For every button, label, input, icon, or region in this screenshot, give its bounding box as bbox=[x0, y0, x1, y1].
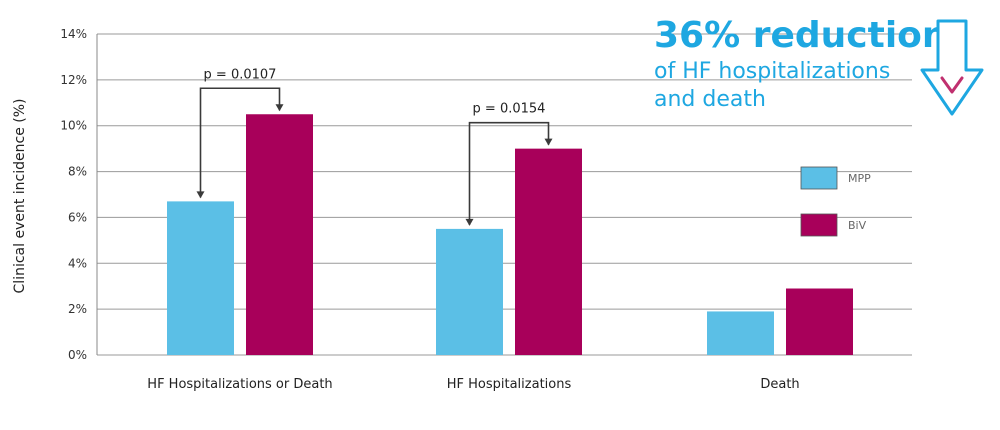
y-axis-label: Clinical event incidence (%) bbox=[12, 99, 28, 294]
y-tick-label: 2% bbox=[68, 302, 87, 316]
y-tick-label: 0% bbox=[68, 348, 87, 362]
x-category-label: HF Hospitalizations or Death bbox=[147, 377, 332, 392]
y-tick-label: 6% bbox=[68, 210, 87, 224]
bar-biv bbox=[786, 288, 853, 355]
bracket-arrowhead bbox=[275, 104, 284, 112]
p-value-bracket bbox=[199, 87, 281, 198]
bar-mpp bbox=[707, 311, 774, 355]
legend-label: BiV bbox=[848, 219, 867, 232]
p-value-label: p = 0.0107 bbox=[204, 67, 277, 82]
axes: 0% 2% 4% 6% 8% 10% 12% 14% HF Hospitalizations o… bbox=[60, 27, 799, 392]
p-value-label: p = 0.0154 bbox=[473, 102, 546, 117]
down-arrow-icon bbox=[920, 19, 984, 116]
bars bbox=[167, 114, 853, 355]
legend: MPP BiV bbox=[800, 166, 871, 237]
y-tick-label: 12% bbox=[60, 73, 87, 87]
bracket-arrowhead bbox=[196, 191, 205, 199]
bracket-arrowhead bbox=[544, 138, 553, 146]
x-category-label: HF Hospitalizations bbox=[447, 377, 572, 392]
bracket-arrowhead bbox=[465, 218, 474, 226]
callout-line-1: of HF hospitalizations bbox=[654, 59, 891, 84]
reduction-callout: 36% reduction of HF hospitalizations and… bbox=[654, 14, 948, 114]
p-value-annotations: p = 0.0107 p = 0.0154 bbox=[196, 67, 553, 226]
y-tick-label: 14% bbox=[60, 27, 87, 41]
callout-line-2: and death bbox=[654, 87, 766, 112]
y-tick-label: 10% bbox=[60, 119, 87, 133]
callout-headline: 36% reduction bbox=[654, 15, 948, 56]
legend-swatch-biv bbox=[800, 213, 838, 237]
y-tick-label: 4% bbox=[68, 256, 87, 270]
legend-swatch-mpp bbox=[800, 166, 838, 190]
legend-label: MPP bbox=[848, 172, 871, 185]
bar-biv bbox=[515, 148, 582, 355]
x-category-label: Death bbox=[760, 377, 799, 392]
y-tick-label: 8% bbox=[68, 165, 87, 179]
bar-mpp bbox=[167, 201, 234, 355]
bar-mpp bbox=[436, 228, 503, 355]
bar-biv bbox=[246, 114, 313, 355]
p-value-bracket bbox=[468, 121, 550, 225]
